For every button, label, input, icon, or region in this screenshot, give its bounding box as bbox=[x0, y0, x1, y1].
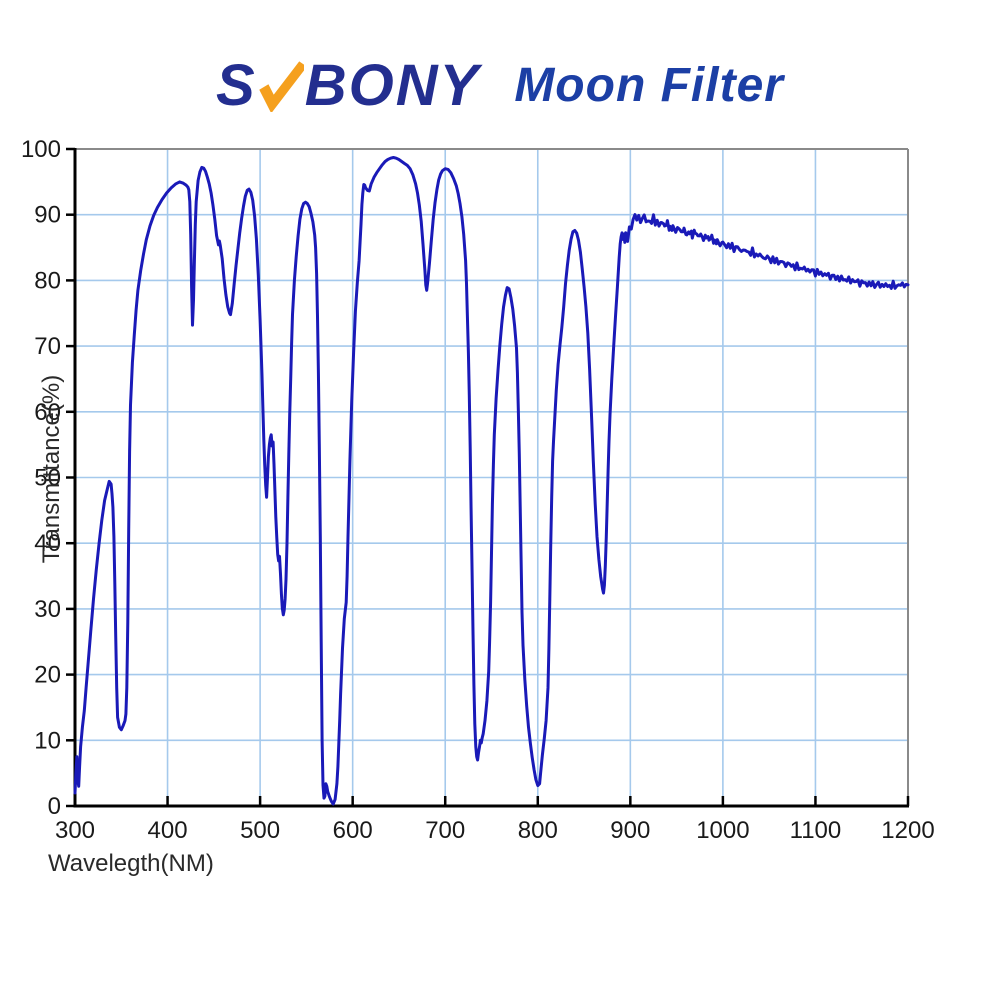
svg-text:1000: 1000 bbox=[696, 817, 749, 844]
chart-title: Moon Filter bbox=[514, 59, 784, 112]
svg-text:90: 90 bbox=[34, 202, 61, 229]
svg-text:100: 100 bbox=[21, 136, 61, 163]
y-axis-label: Transmittance(%) bbox=[38, 374, 65, 564]
svg-text:400: 400 bbox=[148, 817, 188, 844]
svg-text:600: 600 bbox=[333, 817, 373, 844]
svbony-logo: S BONY bbox=[216, 53, 481, 118]
svg-text:700: 700 bbox=[425, 817, 465, 844]
svg-text:50: 50 bbox=[34, 465, 61, 492]
svg-text:20: 20 bbox=[34, 662, 61, 689]
svg-text:80: 80 bbox=[34, 267, 61, 294]
svg-text:0: 0 bbox=[48, 793, 61, 820]
logo-letters-bony: BONY bbox=[304, 53, 481, 118]
x-axis-label: Wavelegth(NM) bbox=[48, 850, 214, 877]
svg-text:900: 900 bbox=[610, 817, 650, 844]
svg-text:60: 60 bbox=[34, 399, 61, 426]
svg-text:30: 30 bbox=[34, 596, 61, 623]
svg-text:300: 300 bbox=[55, 817, 95, 844]
svg-text:70: 70 bbox=[34, 333, 61, 360]
svg-text:500: 500 bbox=[240, 817, 280, 844]
orange-checkmark-icon bbox=[258, 60, 307, 114]
svg-text:10: 10 bbox=[34, 727, 61, 754]
svg-text:800: 800 bbox=[518, 817, 558, 844]
logo-letter-s: S bbox=[216, 53, 257, 118]
chart-header: S BONY Moon Filter bbox=[0, 52, 1000, 118]
svg-text:1100: 1100 bbox=[790, 817, 842, 844]
svg-text:40: 40 bbox=[34, 530, 61, 557]
svg-text:1200: 1200 bbox=[881, 817, 934, 844]
